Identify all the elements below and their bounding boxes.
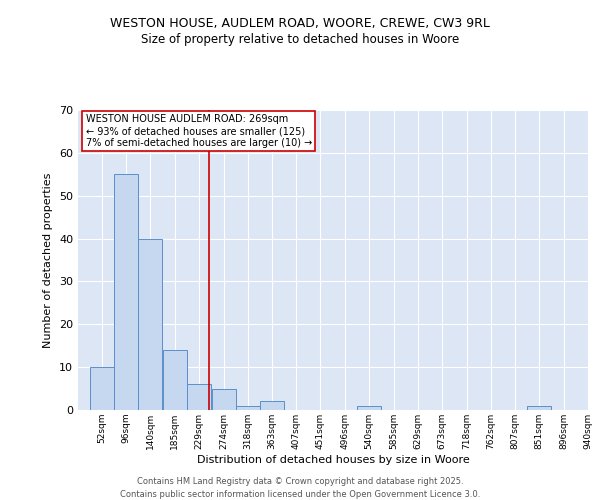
Text: Contains public sector information licensed under the Open Government Licence 3.: Contains public sector information licen… (120, 490, 480, 499)
Bar (357, 406, 381, 410)
Bar (114, 174, 138, 410)
Bar (527, 406, 551, 410)
Bar (187, 384, 211, 410)
Bar (163, 350, 187, 410)
Text: WESTON HOUSE AUDLEM ROAD: 269sqm
← 93% of detached houses are smaller (125)
7% o: WESTON HOUSE AUDLEM ROAD: 269sqm ← 93% o… (86, 114, 312, 148)
Bar (90, 367, 114, 410)
Bar (138, 238, 162, 410)
Text: WESTON HOUSE, AUDLEM ROAD, WOORE, CREWE, CW3 9RL: WESTON HOUSE, AUDLEM ROAD, WOORE, CREWE,… (110, 18, 490, 30)
Bar (236, 406, 260, 410)
X-axis label: Distribution of detached houses by size in Woore: Distribution of detached houses by size … (197, 454, 469, 464)
Text: Contains HM Land Registry data © Crown copyright and database right 2025.: Contains HM Land Registry data © Crown c… (137, 478, 463, 486)
Bar (260, 402, 284, 410)
Y-axis label: Number of detached properties: Number of detached properties (43, 172, 53, 348)
Bar (212, 388, 236, 410)
Text: Size of property relative to detached houses in Woore: Size of property relative to detached ho… (141, 32, 459, 46)
